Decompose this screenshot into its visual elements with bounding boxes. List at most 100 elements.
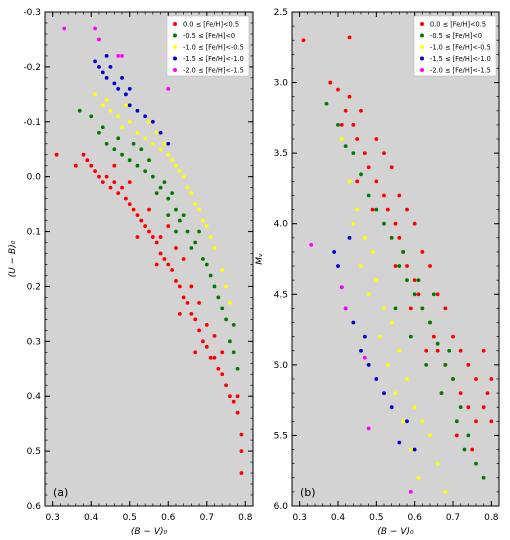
data-point xyxy=(235,366,240,371)
data-point xyxy=(431,292,436,297)
legend-marker xyxy=(173,68,177,72)
y-tick-label: 0.3 xyxy=(27,337,41,347)
data-point xyxy=(389,165,394,170)
data-point xyxy=(104,75,109,80)
data-point xyxy=(131,207,136,212)
data-point xyxy=(127,103,132,108)
data-point xyxy=(412,292,417,297)
data-point xyxy=(343,306,348,311)
data-point xyxy=(116,114,121,119)
data-point xyxy=(393,221,398,226)
data-point xyxy=(189,311,194,316)
y-tick-label: 0.6 xyxy=(27,502,42,512)
legend-marker xyxy=(173,33,177,38)
data-point xyxy=(154,240,159,245)
data-point xyxy=(336,123,340,127)
data-point xyxy=(401,419,406,424)
data-point xyxy=(158,130,163,135)
x-tick-label: 0.5 xyxy=(369,513,383,523)
data-point xyxy=(397,264,402,268)
data-point xyxy=(204,262,209,267)
data-point xyxy=(212,355,217,360)
data-point xyxy=(154,191,159,196)
data-point xyxy=(351,221,356,226)
data-point xyxy=(127,158,132,163)
data-point xyxy=(462,447,467,452)
data-point xyxy=(481,405,486,410)
data-point xyxy=(154,130,159,135)
data-point xyxy=(470,447,475,452)
data-point xyxy=(116,54,121,58)
data-point xyxy=(435,461,440,466)
data-point xyxy=(147,207,151,212)
data-point xyxy=(97,64,101,69)
data-point xyxy=(181,295,186,300)
data-point xyxy=(370,207,375,212)
data-point xyxy=(416,475,421,480)
data-point xyxy=(382,151,386,156)
data-point xyxy=(343,108,348,113)
data-point xyxy=(127,119,132,124)
legend-entry: -2.0 ≤ [Fe/H]<-1.5 xyxy=(183,67,244,75)
data-point xyxy=(97,130,101,135)
data-point xyxy=(131,141,136,146)
data-point xyxy=(100,70,105,75)
legend-entry: -0.5 ≤ [Fe/H]<0 xyxy=(183,32,235,40)
data-point xyxy=(135,235,140,239)
data-point xyxy=(197,207,201,212)
data-point xyxy=(116,86,121,91)
data-point xyxy=(336,87,340,92)
data-point xyxy=(100,103,105,108)
y-tick-label: 0.5 xyxy=(27,447,41,457)
data-point xyxy=(428,264,432,268)
data-point xyxy=(174,246,178,250)
panel-label: (b) xyxy=(300,486,316,499)
data-point xyxy=(374,377,379,381)
data-point xyxy=(424,362,429,367)
y-tick-label: 3.0 xyxy=(274,79,289,89)
data-point xyxy=(212,284,217,289)
y-axis-label: (U − B)₀ xyxy=(8,240,18,277)
data-point xyxy=(224,317,228,322)
y-tick-label: 0.2 xyxy=(27,282,41,292)
data-point xyxy=(150,141,155,146)
data-point xyxy=(158,235,163,239)
x-tick-label: 0.6 xyxy=(161,513,176,523)
data-point xyxy=(212,333,217,338)
panel-b: 0.3 0.4 0.5 0.6 0.7 0.8 2.5 3.0 3.5 4.0 4.5 5.0 5.5 6… xyxy=(255,8,500,537)
data-point xyxy=(220,268,225,272)
data-point xyxy=(224,383,228,388)
data-point xyxy=(116,191,121,196)
data-point xyxy=(112,81,117,86)
data-point xyxy=(143,169,148,174)
data-point xyxy=(204,344,209,349)
data-point xyxy=(466,433,471,438)
data-point xyxy=(120,125,124,130)
data-point xyxy=(104,141,109,146)
data-point xyxy=(181,257,186,261)
x-tick-label: 0.8 xyxy=(238,513,253,523)
data-point xyxy=(431,334,436,339)
data-point xyxy=(420,419,425,424)
legend-entry: 0.0 ≤ [Fe/H]<0.5 xyxy=(183,21,239,29)
data-point xyxy=(100,180,105,185)
data-point xyxy=(170,158,175,163)
data-point xyxy=(104,97,109,102)
data-point xyxy=(374,179,379,184)
data-point xyxy=(359,348,363,353)
data-point xyxy=(97,37,101,42)
data-point xyxy=(420,306,425,311)
data-point xyxy=(443,362,448,367)
data-point xyxy=(127,180,132,185)
data-point xyxy=(108,64,113,69)
x-tick-label: 0.4 xyxy=(84,513,99,523)
data-point xyxy=(370,250,375,254)
data-point xyxy=(408,334,413,339)
data-point xyxy=(139,147,144,152)
y-tick-label: 4.0 xyxy=(274,220,289,230)
data-point xyxy=(412,221,417,226)
data-point xyxy=(166,152,171,157)
data-point xyxy=(339,123,344,127)
data-point xyxy=(397,440,402,445)
